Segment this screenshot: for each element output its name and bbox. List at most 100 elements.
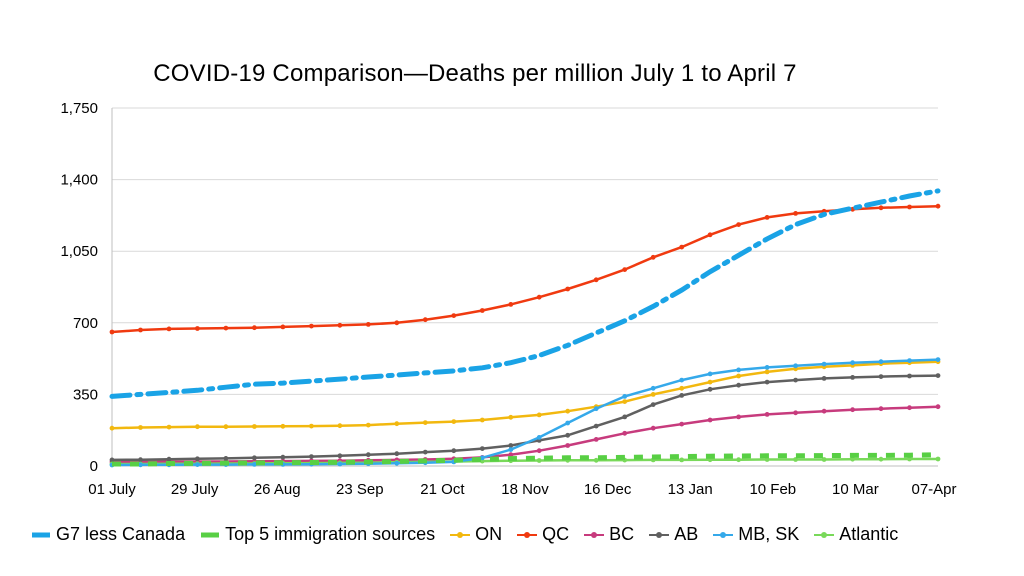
- data-point: [166, 326, 172, 332]
- legend-label: QC: [542, 524, 570, 544]
- data-point: [593, 406, 599, 412]
- legend-label: Atlantic: [839, 524, 899, 544]
- data-point: [622, 394, 628, 399]
- data-point: [365, 422, 371, 428]
- legend-swatch-marker: [457, 531, 464, 538]
- legend-swatch: [713, 531, 734, 538]
- legend: G7 less Canada Top 5 immigration sources O…: [30, 524, 912, 545]
- legend-label: BC: [609, 524, 635, 544]
- data-point: [508, 443, 514, 448]
- series-g7-less-canada: [109, 188, 941, 399]
- data-point: [593, 277, 599, 283]
- data-point: [821, 376, 827, 381]
- data-point: [593, 437, 599, 442]
- data-point: [565, 432, 571, 438]
- data-point: [736, 414, 741, 420]
- legend-swatch: [32, 532, 50, 537]
- chart-title: COVID-19 Comparison—Deaths per million J…: [153, 60, 797, 87]
- data-point: [309, 454, 314, 459]
- legend-item: MB, SK: [712, 524, 799, 545]
- data-point: [394, 320, 400, 326]
- data-point: [337, 461, 343, 467]
- data-point: [821, 408, 827, 414]
- data-point: [309, 323, 314, 329]
- data-point: [479, 446, 485, 451]
- data-point: [166, 424, 172, 430]
- data-point: [394, 451, 400, 457]
- data-point: [935, 203, 941, 209]
- data-point: [850, 360, 855, 366]
- legend-label: AB: [674, 524, 699, 544]
- y-tick-label: 700: [73, 315, 98, 332]
- data-point: [679, 393, 685, 398]
- data-point: [508, 447, 514, 452]
- data-point: [793, 457, 798, 462]
- data-point: [195, 462, 200, 467]
- data-point: [878, 406, 884, 412]
- data-point: [422, 420, 428, 425]
- series-layer: [109, 188, 941, 468]
- data-point: [907, 405, 912, 411]
- data-point: [736, 457, 741, 463]
- x-axis-ticks: 01 July 29 July 26 Aug 23 Sep 21 Oct 18 Nov 16…: [88, 481, 956, 498]
- data-point: [650, 425, 656, 431]
- legend-item: Atlantic: [813, 524, 898, 545]
- legend-label: Top 5 immigration sources: [225, 524, 436, 544]
- data-point: [622, 399, 628, 404]
- legend-item: Top 5 immigration sources: [199, 524, 435, 545]
- y-tick-label: 1,400: [60, 172, 98, 189]
- x-tick-label: 21 Oct: [420, 481, 465, 498]
- data-point: [252, 325, 257, 331]
- data-point: [109, 457, 115, 463]
- data-point: [650, 254, 656, 260]
- x-tick-label: 16 Dec: [584, 481, 632, 498]
- data-point: [195, 326, 200, 331]
- data-point: [907, 456, 912, 462]
- series-top-5-immigration-sources: [112, 452, 939, 467]
- data-point: [935, 456, 941, 462]
- legend-swatch-marker: [591, 531, 598, 538]
- data-point: [280, 324, 286, 330]
- data-point: [793, 410, 798, 416]
- legend-item: AB: [648, 524, 698, 545]
- data-point: [365, 452, 371, 458]
- data-point: [878, 456, 884, 462]
- y-tick-label: 0: [90, 458, 98, 475]
- legend-swatch: [201, 532, 220, 537]
- data-point: [109, 329, 115, 335]
- legend-item: QC: [516, 524, 569, 545]
- data-point: [195, 456, 200, 462]
- legend-swatch-marker: [821, 531, 828, 538]
- series-qc: [109, 203, 941, 335]
- data-point: [793, 211, 798, 216]
- data-point: [793, 377, 798, 383]
- data-point: [479, 417, 485, 423]
- data-point: [622, 430, 628, 436]
- data-point: [223, 325, 229, 331]
- data-point: [422, 449, 428, 455]
- legend-label: ON: [475, 524, 503, 544]
- legend-swatch: [517, 531, 538, 538]
- data-point: [394, 421, 400, 427]
- data-point: [536, 458, 542, 463]
- data-point: [679, 377, 685, 383]
- data-point: [707, 386, 713, 392]
- data-point: [736, 222, 741, 228]
- data-point: [337, 322, 343, 328]
- x-tick-label: 10 Mar: [832, 481, 879, 498]
- data-point: [878, 359, 884, 365]
- data-point: [679, 244, 685, 250]
- data-point: [736, 373, 741, 379]
- data-point: [850, 375, 855, 380]
- axes: [111, 108, 938, 467]
- data-point: [736, 367, 741, 373]
- x-tick-label: 29 July: [171, 481, 219, 498]
- data-point: [764, 369, 770, 375]
- data-point: [878, 205, 884, 211]
- data-point: [138, 462, 143, 468]
- data-point: [252, 462, 257, 467]
- data-point: [508, 302, 514, 307]
- data-point: [736, 382, 741, 388]
- y-axis-ticks: 0 350 700 1,050 1,400 1,750: [60, 100, 98, 475]
